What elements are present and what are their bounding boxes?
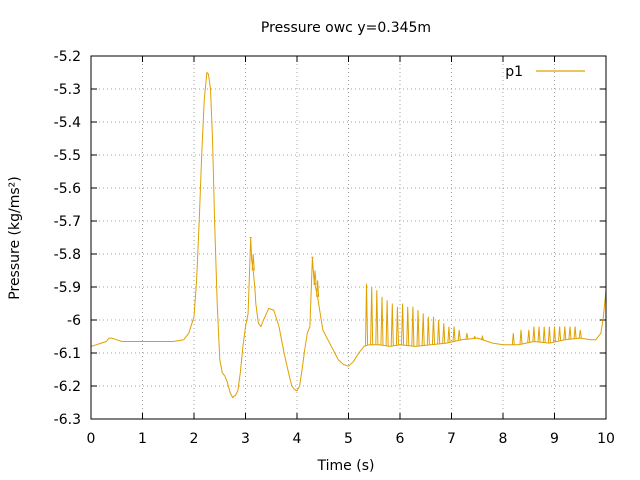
x-tick-label: 8 — [499, 431, 508, 447]
series-spike — [573, 326, 577, 339]
series-spike — [553, 326, 556, 343]
series-spike — [370, 286, 374, 345]
series-spike — [375, 290, 379, 345]
series-spike — [578, 329, 582, 339]
series-spike — [452, 326, 456, 342]
series-spike — [547, 326, 551, 344]
series-spike — [385, 300, 389, 347]
x-tick-label: 10 — [597, 431, 615, 447]
x-tick-label: 3 — [241, 431, 250, 447]
series-layer — [90, 72, 607, 399]
grid-lines — [91, 56, 606, 419]
series-spike — [431, 316, 435, 345]
series-line-p1 — [90, 72, 607, 399]
series-spike — [558, 326, 562, 341]
x-axis-label: Time (s) — [317, 458, 375, 474]
y-tick-label: -5.8 — [54, 247, 81, 263]
series-spike — [568, 326, 572, 340]
plot-frame — [90, 55, 607, 420]
y-tick-label: -5.6 — [54, 181, 81, 197]
x-tick-label: 2 — [190, 431, 199, 447]
series-spike — [390, 303, 394, 347]
series-spike — [473, 335, 477, 339]
legend-label-p1: p1 — [505, 64, 523, 80]
series-spike — [380, 296, 384, 346]
y-tick-label: -5.5 — [54, 148, 81, 164]
x-tick-label: 4 — [293, 431, 302, 447]
x-tick-label: 1 — [138, 431, 147, 447]
x-tick-label: 7 — [447, 431, 456, 447]
series-spike — [406, 306, 410, 346]
series-spike — [480, 334, 484, 340]
series-spike — [365, 283, 369, 346]
y-tick-label: -5.2 — [54, 49, 81, 65]
y-tick-label: -5.3 — [54, 82, 81, 98]
series-spike — [563, 326, 567, 340]
y-tick-label: -6 — [67, 313, 81, 329]
x-tick-label: 9 — [550, 431, 559, 447]
series-spike — [465, 333, 469, 340]
series-spike — [542, 326, 546, 343]
series-spike — [313, 270, 317, 285]
series-spike — [411, 306, 415, 347]
series-spike — [251, 253, 255, 271]
series-spike — [437, 319, 441, 344]
series-spike — [511, 333, 515, 345]
series-spike — [395, 306, 399, 346]
y-tick-label: -6.3 — [54, 412, 81, 428]
y-tick-label: -5.7 — [54, 214, 81, 230]
y-tick-label: -5.4 — [54, 115, 81, 131]
chart-title: Pressure owc y=0.345m — [261, 20, 431, 36]
series-spike — [316, 280, 320, 297]
series-spike — [421, 313, 425, 346]
legend: p1 — [505, 64, 585, 80]
series-spike — [426, 316, 430, 346]
y-tick-label: -5.9 — [54, 280, 81, 296]
x-tick-label: 6 — [396, 431, 405, 447]
y-axis-label: Pressure (kg/ms²) — [7, 176, 23, 299]
x-tick-label: 0 — [87, 431, 96, 447]
series-spike — [519, 329, 523, 345]
y-tick-label: -6.2 — [54, 379, 81, 395]
y-tick-label: -6.1 — [54, 346, 81, 362]
y-axis-ticks: -6.3 -6.2 -6.1 -6 -5.9 -5.8 -5.7 -5.6 -5.5 -5.4 -5… — [54, 49, 606, 428]
series-spike — [447, 326, 451, 343]
series-spike — [401, 303, 405, 346]
series-spike — [442, 323, 446, 344]
series-spike — [537, 326, 541, 343]
x-axis-ticks: 0 1 2 3 4 5 6 7 8 9 10 — [87, 56, 615, 447]
series-spike — [416, 310, 420, 347]
series-spike — [457, 329, 461, 341]
series-spike — [527, 329, 531, 343]
series-spike — [532, 326, 536, 342]
x-tick-label: 5 — [344, 431, 353, 447]
